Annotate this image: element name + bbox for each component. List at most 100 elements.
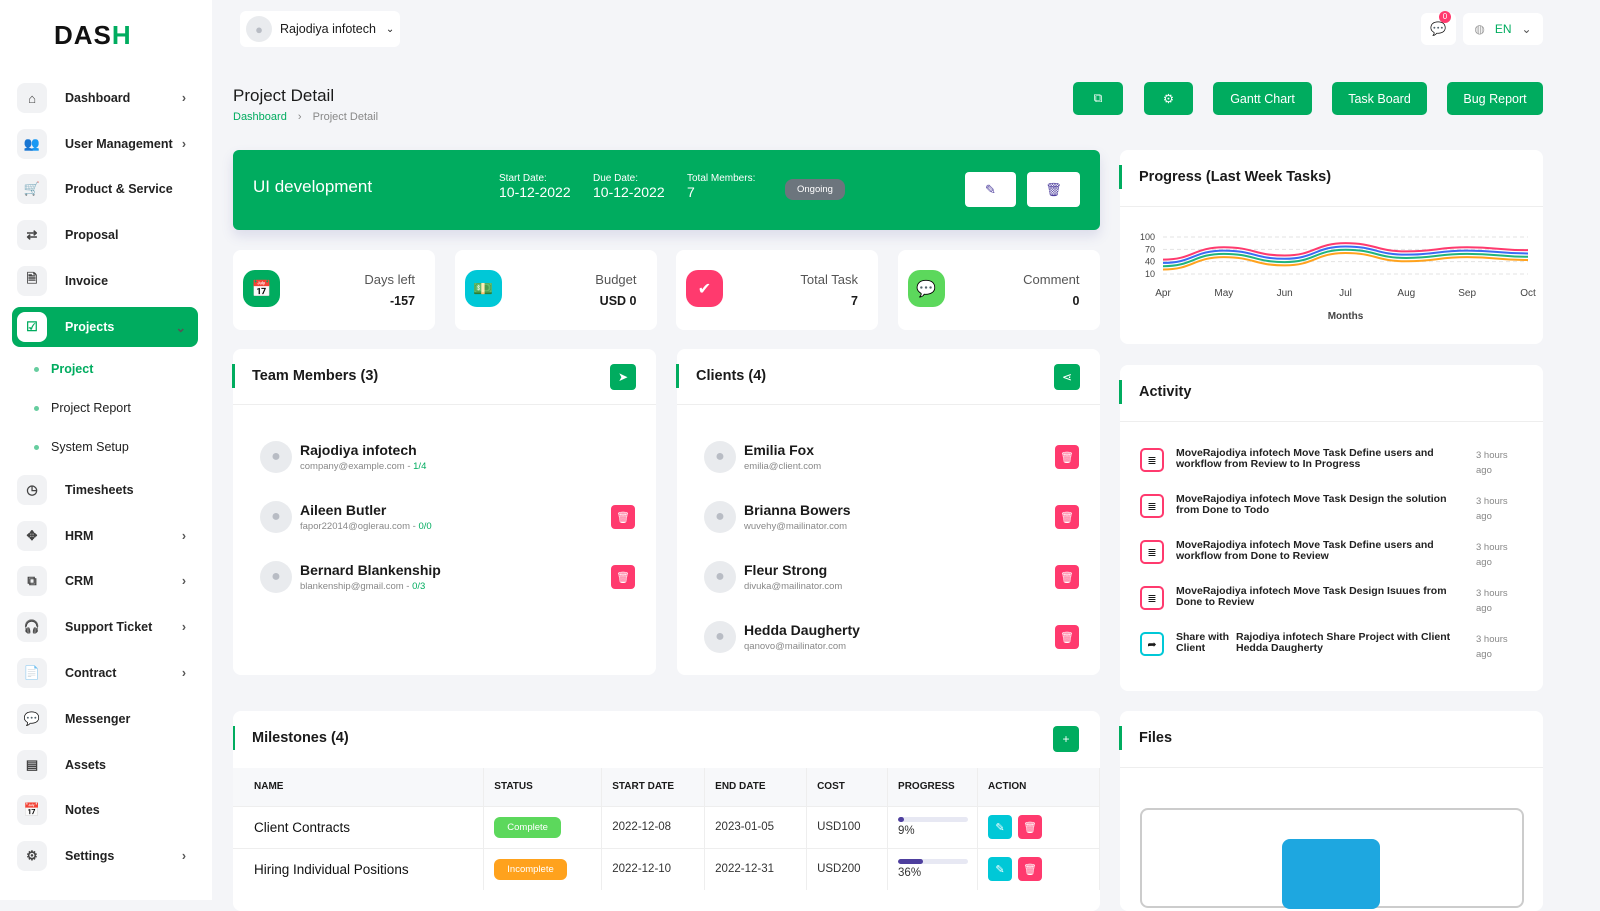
company-switcher[interactable]: ● Rajodiya infotech ⌄ [240,11,400,47]
sidebar-item-support-ticket[interactable]: 🎧 Support Ticket › [12,607,198,647]
x-axis-label: Months [1328,311,1364,322]
sidebar-item-proposal[interactable]: ⇄ Proposal [12,215,198,255]
sidebar-item-messenger[interactable]: 💬 Messenger [12,699,198,739]
stat-value: USD 0 [599,294,637,308]
breadcrumb-dashboard[interactable]: Dashboard [233,111,287,123]
bullet-icon [34,444,39,450]
add-milestone-button[interactable]: + [1053,726,1079,752]
sidebar-item-crm[interactable]: ⧉ CRM › [12,561,198,601]
end-date: 2023-01-05 [704,805,808,848]
stat-card: ✔ Total Task 7 [676,250,878,330]
sidebar-item-contract[interactable]: 📄 Contract › [12,653,198,693]
task-board-button[interactable]: Task Board [1332,82,1427,115]
send-icon: ➤ [617,370,629,384]
edit-project-button[interactable]: ✎ [965,172,1016,207]
delete-button[interactable]: 🗑 [1055,445,1079,469]
sidebar-item-label: Contract [65,666,117,680]
stat-value: 0 [1072,294,1080,308]
sidebar-item-dashboard[interactable]: ⌂ Dashboard › [12,78,198,118]
progress-title: Progress (Last Week Tasks) [1120,165,1331,189]
settings-button[interactable]: ⚙ [1144,82,1193,115]
chevron-down-icon: ⌄ [1521,22,1532,36]
sidebar-item-hrm[interactable]: ✥ HRM › [12,516,198,556]
chevron-right-icon: › [181,137,186,151]
gantt-chart-button[interactable]: Gantt Chart [1213,82,1312,115]
member-email: company@example.com [300,461,405,472]
trash-icon: 🗑 [1045,181,1062,197]
task-ratio: 0/3 [412,581,426,592]
activity-text: Rajodiya infotech Share Project with Cli… [1236,631,1451,654]
sidebar-item-user-management[interactable]: 👥 User Management › [12,124,198,164]
sidebar-subitem[interactable]: Project [34,362,93,376]
sidebar-item-label: User Management [65,137,173,151]
sidebar-item-label: Proposal [65,228,119,242]
column-header: NAME [233,768,485,806]
edit-button[interactable]: ✎ [988,815,1013,839]
contract-icon: 📄 [17,658,47,688]
progress-card: Progress (Last Week Tasks) 10 40 70 100 Apr M… [1120,150,1543,344]
edit-button[interactable]: ✎ [988,857,1013,882]
delete-button[interactable]: 🗑 [1055,625,1079,649]
chat-icon: 💬 [17,704,47,734]
sidebar-item-timesheets[interactable]: ◷ Timesheets [12,470,198,510]
activity-time: 3 hours ago [1476,634,1508,660]
list-icon: ≣ [1140,494,1164,518]
messages-button[interactable]: 💬 0 [1421,11,1456,45]
delete-project-button[interactable]: 🗑 [1027,172,1080,207]
member-email: wuvehy@mailinator.com [744,521,848,532]
end-date: 2022-12-31 [704,847,808,890]
file-dropzone[interactable] [1140,808,1524,909]
column-header: START DATE [601,768,706,806]
progress-bar [898,859,969,865]
proposal-icon: ⇄ [17,220,47,250]
sidebar-item-label: Invoice [65,274,109,288]
sidebar-item-label: Product & Service [65,182,173,196]
sidebar-item-invoice[interactable]: 🗎 Invoice [12,261,198,301]
stat-value: -157 [389,294,415,308]
cost: USD100 [806,805,889,848]
sidebar-item-projects[interactable]: ☑ Projects ⌄ [12,307,198,347]
trash-icon: 🗑 [1060,451,1074,464]
logo[interactable]: DASH [54,20,132,50]
language-label: EN [1494,22,1512,36]
column-header: ACTION [977,768,1100,806]
trash-icon: 🗑 [1060,571,1074,584]
sidebar-subitem[interactable]: Project Report [34,401,131,415]
sidebar-item-settings[interactable]: ⚙ Settings › [12,836,198,876]
sidebar-subitem-label: System Setup [51,440,129,454]
share-client-button[interactable]: ⋖ [1054,364,1080,390]
language-selector[interactable]: ◍ EN ⌄ [1463,13,1543,45]
delete-button[interactable]: 🗑 [1055,565,1079,589]
total-members-label: Total Members: [687,173,756,184]
activity-item: ≣ MoveRajodiya infotech Move Task Define … [1140,448,1514,478]
sidebar-item-assets[interactable]: ▤ Assets [12,745,198,785]
delete-button[interactable]: 🗑 [1018,815,1043,839]
bug-report-button[interactable]: Bug Report [1447,82,1543,115]
delete-button[interactable]: 🗑 [611,505,635,529]
headset-icon: 🎧 [17,612,47,642]
comment-icon: 💬 [907,270,945,307]
delete-button[interactable]: 🗑 [611,565,635,589]
sidebar-item-notes[interactable]: 📅 Notes [12,790,198,830]
copy-button[interactable]: ⧉ [1073,82,1123,115]
member-name: Rajodiya infotech [300,442,417,458]
sidebar-item-product-service[interactable]: 🛒 Product & Service [12,169,198,209]
share-icon: ➦ [1140,632,1164,656]
stat-label: Days left [364,272,415,287]
delete-button[interactable]: 🗑 [1055,505,1079,529]
client-item: ● Hedda Daugherty qanovo@mailinator.com 🗑 [704,607,1079,667]
notes-icon: 📅 [17,795,47,825]
money-icon: 💵 [464,270,502,307]
y-tick-label: 40 [1145,257,1155,267]
sidebar-item-label: Assets [65,758,106,772]
invite-member-button[interactable]: ➤ [610,364,636,390]
progress-chart: 10 40 70 100 Apr May Jun Jul Aug Sep Oct Months [1140,232,1536,322]
gear-icon: ⚙ [17,841,47,871]
sidebar-subitem[interactable]: System Setup [34,440,129,454]
chevron-right-icon: › [181,529,186,543]
trash-icon: 🗑 [1060,631,1074,644]
total-members: 7 [687,184,695,200]
milestones-title: Milestones (4) [233,726,349,750]
delete-button[interactable]: 🗑 [1018,857,1043,882]
file-thumbnail[interactable] [1282,839,1380,909]
